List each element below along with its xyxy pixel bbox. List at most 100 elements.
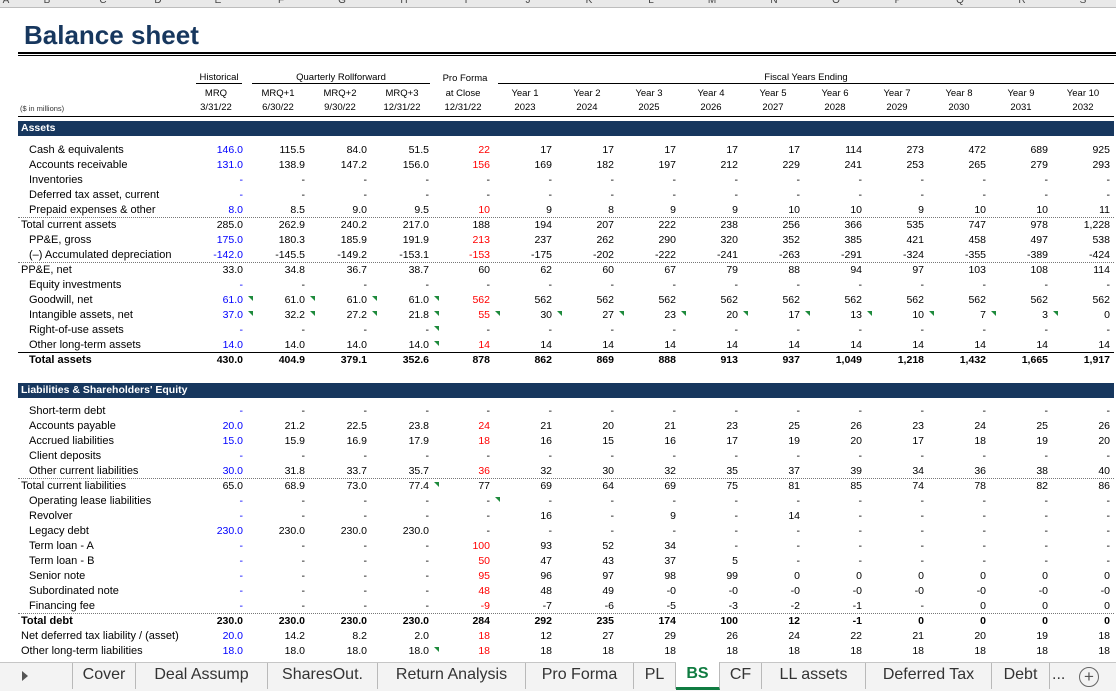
cell-accrued-liabilities-6[interactable]: 15 <box>602 435 614 447</box>
cell-net-deferred-tax-liability-asset-5[interactable]: 12 <box>540 630 552 642</box>
cell-legacy-debt-4[interactable]: - <box>486 525 491 537</box>
cell-revolver-6[interactable]: - <box>610 510 615 522</box>
cell-subordinated-note-11[interactable]: -0 <box>914 585 924 597</box>
cell-term-loan-a-6[interactable]: 52 <box>602 540 614 552</box>
cell-goodwill-net-14[interactable]: 562 <box>1092 294 1110 306</box>
cell-accumulated-depreciation-14[interactable]: -424 <box>1088 249 1110 261</box>
cell-financing-fee-3[interactable]: - <box>425 600 430 612</box>
cell-total-current-liabilities-11[interactable]: 74 <box>912 480 924 492</box>
cell-senior-note-7[interactable]: 98 <box>664 570 676 582</box>
cell-accounts-receivable-9[interactable]: 229 <box>782 159 800 171</box>
cell-other-long-term-liabilities-9[interactable]: 18 <box>788 645 800 657</box>
cell-inventories-3[interactable]: - <box>425 174 430 186</box>
cell-goodwill-net-8[interactable]: 562 <box>720 294 738 306</box>
cell-subordinated-note-10[interactable]: -0 <box>852 585 862 597</box>
cell-other-long-term-assets-4[interactable]: 14 <box>478 339 490 351</box>
row-label[interactable]: Cash & equivalents <box>29 144 124 156</box>
cell-other-current-liabilities-4[interactable]: 36 <box>478 465 490 477</box>
cell-right-of-use-assets-8[interactable]: - <box>734 324 739 336</box>
cell-other-long-term-liabilities-13[interactable]: 18 <box>1036 645 1048 657</box>
cell-accrued-liabilities-3[interactable]: 17.9 <box>408 435 429 447</box>
cell-total-current-assets-14[interactable]: 1,228 <box>1083 219 1110 231</box>
cell-subordinated-note-8[interactable]: -0 <box>728 585 738 597</box>
row-label[interactable]: (–) Accumulated depreciation <box>29 249 172 261</box>
row-label[interactable]: Net deferred tax liability / (asset) <box>21 630 179 642</box>
cell-other-current-liabilities-6[interactable]: 30 <box>602 465 614 477</box>
cell-revolver-5[interactable]: 16 <box>540 510 552 522</box>
cell-pp-e-net-2[interactable]: 36.7 <box>346 264 367 276</box>
cell-pp-e-net-1[interactable]: 34.8 <box>284 264 305 276</box>
cell-financing-fee-2[interactable]: - <box>363 600 368 612</box>
column-letter-r[interactable]: R <box>1018 0 1026 6</box>
cell-pp-e-gross-12[interactable]: 458 <box>968 234 986 246</box>
cell-total-debt-10[interactable]: -1 <box>852 615 862 627</box>
cell-total-debt-8[interactable]: 100 <box>720 615 738 627</box>
row-label[interactable]: Goodwill, net <box>29 294 93 306</box>
cell-accrued-liabilities-10[interactable]: 20 <box>850 435 862 447</box>
cell-intangible-assets-net-11[interactable]: 10 <box>912 309 924 321</box>
cell-total-current-liabilities-5[interactable]: 69 <box>540 480 552 492</box>
cell-senior-note-12[interactable]: 0 <box>980 570 986 582</box>
cell-other-long-term-liabilities-11[interactable]: 18 <box>912 645 924 657</box>
cell-accrued-liabilities-14[interactable]: 20 <box>1098 435 1110 447</box>
cell-senior-note-0[interactable]: - <box>239 570 244 582</box>
cell-other-long-term-liabilities-6[interactable]: 18 <box>602 645 614 657</box>
cell-revolver-0[interactable]: - <box>239 510 244 522</box>
cell-cash-equivalents-5[interactable]: 17 <box>540 144 552 156</box>
cell-total-debt-1[interactable]: 230.0 <box>278 615 305 627</box>
row-label[interactable]: Prepaid expenses & other <box>29 204 156 216</box>
cell-operating-lease-liabilities-14[interactable]: - <box>1106 495 1111 507</box>
cell-prepaid-expenses-other-3[interactable]: 9.5 <box>414 204 429 216</box>
cell-net-deferred-tax-liability-asset-11[interactable]: 21 <box>912 630 924 642</box>
cell-intangible-assets-net-0[interactable]: 37.0 <box>222 309 243 321</box>
cell-cash-equivalents-8[interactable]: 17 <box>726 144 738 156</box>
cell-pp-e-gross-8[interactable]: 320 <box>720 234 738 246</box>
cell-client-deposits-3[interactable]: - <box>425 450 430 462</box>
cell-term-loan-b-4[interactable]: 50 <box>478 555 490 567</box>
row-label[interactable]: Accrued liabilities <box>29 435 114 447</box>
cell-term-loan-a-3[interactable]: - <box>425 540 430 552</box>
cell-net-deferred-tax-liability-asset-6[interactable]: 27 <box>602 630 614 642</box>
row-label[interactable]: Total current liabilities <box>21 480 127 492</box>
cell-legacy-debt-2[interactable]: 230.0 <box>340 525 367 537</box>
cell-prepaid-expenses-other-9[interactable]: 10 <box>788 204 800 216</box>
cell-accumulated-depreciation-0[interactable]: -142.0 <box>213 249 243 261</box>
tab-scroll-arrow-icon[interactable] <box>22 671 28 681</box>
cell-accumulated-depreciation-13[interactable]: -389 <box>1026 249 1048 261</box>
cell-senior-note-8[interactable]: 99 <box>726 570 738 582</box>
column-letter-k[interactable]: K <box>585 0 593 6</box>
cell-senior-note-1[interactable]: - <box>301 570 306 582</box>
cell-short-term-debt-2[interactable]: - <box>363 405 368 417</box>
cell-other-long-term-liabilities-14[interactable]: 18 <box>1098 645 1110 657</box>
cell-cash-equivalents-3[interactable]: 51.5 <box>408 144 429 156</box>
cell-intangible-assets-net-12[interactable]: 7 <box>980 309 986 321</box>
cell-subordinated-note-5[interactable]: 48 <box>540 585 552 597</box>
column-letter-n[interactable]: N <box>770 0 778 6</box>
cell-total-debt-14[interactable]: 0 <box>1104 615 1110 627</box>
cell-legacy-debt-7[interactable]: - <box>672 525 677 537</box>
cell-pp-e-net-4[interactable]: 60 <box>478 264 490 276</box>
cell-revolver-4[interactable]: - <box>486 510 491 522</box>
row-label[interactable]: Other current liabilities <box>29 465 139 477</box>
cell-operating-lease-liabilities-1[interactable]: - <box>301 495 306 507</box>
cell-deferred-tax-asset-current-14[interactable]: - <box>1106 189 1111 201</box>
cell-other-long-term-assets-8[interactable]: 14 <box>726 339 738 351</box>
cell-goodwill-net-4[interactable]: 562 <box>472 294 490 306</box>
cell-total-assets-6[interactable]: 869 <box>596 354 614 366</box>
cell-inventories-13[interactable]: - <box>1044 174 1049 186</box>
cell-net-deferred-tax-liability-asset-1[interactable]: 14.2 <box>284 630 305 642</box>
row-label[interactable]: Revolver <box>29 510 73 522</box>
cell-equity-investments-12[interactable]: - <box>982 279 987 291</box>
column-letter-p[interactable]: P <box>894 0 902 6</box>
cell-right-of-use-assets-10[interactable]: - <box>858 324 863 336</box>
cell-other-long-term-assets-12[interactable]: 14 <box>974 339 986 351</box>
cell-term-loan-b-13[interactable]: - <box>1044 555 1049 567</box>
cell-right-of-use-assets-1[interactable]: - <box>301 324 306 336</box>
cell-pp-e-gross-10[interactable]: 385 <box>844 234 862 246</box>
cell-other-long-term-assets-13[interactable]: 14 <box>1036 339 1048 351</box>
cell-pp-e-net-12[interactable]: 103 <box>968 264 986 276</box>
cell-intangible-assets-net-6[interactable]: 27 <box>602 309 614 321</box>
cell-senior-note-3[interactable]: - <box>425 570 430 582</box>
cell-senior-note-6[interactable]: 97 <box>602 570 614 582</box>
cell-goodwill-net-13[interactable]: 562 <box>1030 294 1048 306</box>
